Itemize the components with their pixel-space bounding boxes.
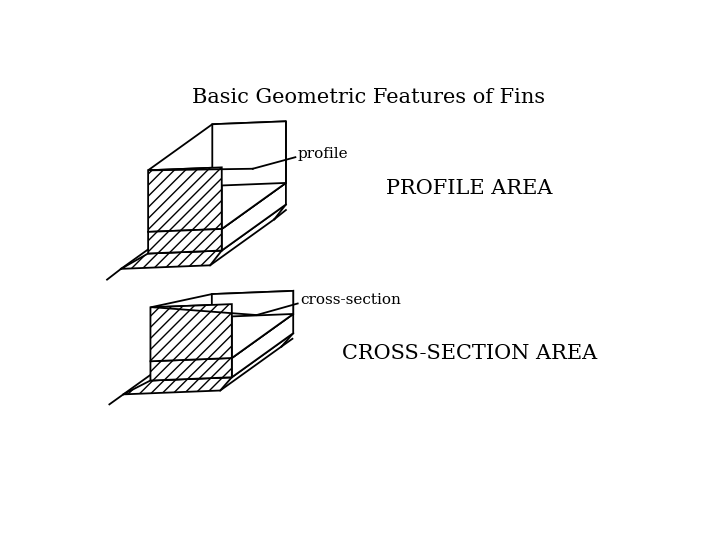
Polygon shape xyxy=(212,291,293,317)
Polygon shape xyxy=(148,167,222,232)
Polygon shape xyxy=(232,314,293,377)
Polygon shape xyxy=(222,183,286,251)
Polygon shape xyxy=(148,122,286,170)
Polygon shape xyxy=(150,314,293,361)
Text: Basic Geometric Features of Fins: Basic Geometric Features of Fins xyxy=(192,88,546,107)
Polygon shape xyxy=(148,205,286,253)
Polygon shape xyxy=(148,229,222,253)
Polygon shape xyxy=(212,122,286,186)
Polygon shape xyxy=(232,291,293,358)
Polygon shape xyxy=(222,122,286,229)
Polygon shape xyxy=(150,333,293,381)
Polygon shape xyxy=(150,358,232,381)
Polygon shape xyxy=(121,251,222,269)
Polygon shape xyxy=(150,291,293,307)
Polygon shape xyxy=(148,183,286,232)
Text: CROSS-SECTION AREA: CROSS-SECTION AREA xyxy=(342,344,598,363)
Polygon shape xyxy=(123,377,232,394)
Text: cross-section: cross-section xyxy=(300,293,401,307)
Text: PROFILE AREA: PROFILE AREA xyxy=(387,179,553,198)
Text: profile: profile xyxy=(297,147,348,161)
Polygon shape xyxy=(150,304,232,361)
